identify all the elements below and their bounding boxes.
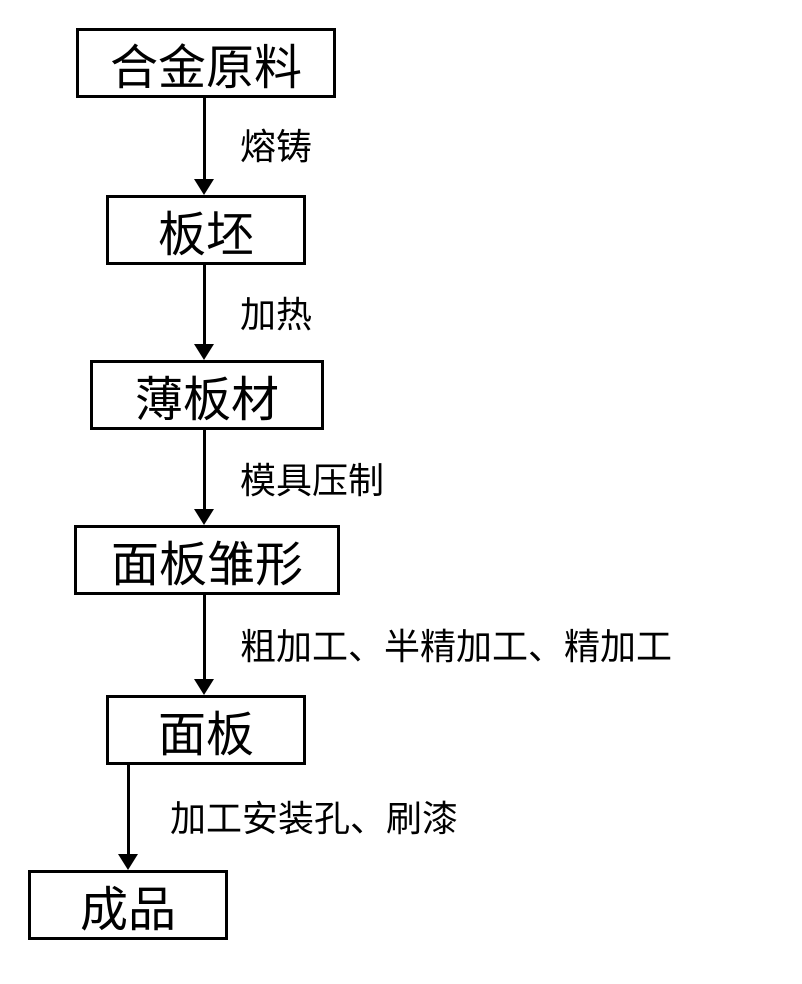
- flowchart-node-label: 成品: [80, 870, 176, 940]
- flowchart-node-n6: 成品: [28, 870, 228, 940]
- flowchart-edge-label: 加工安装孔、刷漆: [170, 790, 458, 842]
- flowchart-edge-arrowhead: [118, 854, 138, 870]
- flowchart-canvas: 合金原料板坯薄板材面板雏形面板成品 熔铸加热模具压制粗加工、半精加工、精加工加工安…: [0, 0, 802, 984]
- flowchart-edge-shaft: [203, 265, 206, 344]
- flowchart-node-label: 薄板材: [135, 360, 279, 430]
- flowchart-node-n1: 合金原料: [76, 28, 336, 98]
- flowchart-node-n4: 面板雏形: [74, 525, 340, 595]
- flowchart-node-n3: 薄板材: [90, 360, 324, 430]
- flowchart-edge-arrowhead: [194, 509, 214, 525]
- flowchart-edge-shaft: [127, 765, 130, 854]
- flowchart-node-n5: 面板: [106, 695, 306, 765]
- flowchart-edge-arrowhead: [194, 179, 214, 195]
- flowchart-edge-label: 熔铸: [240, 118, 312, 170]
- flowchart-node-n2: 板坯: [106, 195, 306, 265]
- flowchart-edge-shaft: [203, 430, 206, 509]
- flowchart-edge-shaft: [203, 595, 206, 679]
- flowchart-node-label: 板坯: [158, 195, 254, 265]
- flowchart-edge-arrowhead: [194, 344, 214, 360]
- flowchart-edge-label: 粗加工、半精加工、精加工: [240, 618, 672, 670]
- flowchart-node-label: 面板: [158, 695, 254, 765]
- flowchart-edge-label: 加热: [240, 286, 312, 338]
- flowchart-edge-label: 模具压制: [240, 452, 384, 504]
- flowchart-edge-arrowhead: [194, 679, 214, 695]
- flowchart-node-label: 面板雏形: [111, 525, 303, 595]
- flowchart-edge-shaft: [203, 98, 206, 179]
- flowchart-node-label: 合金原料: [110, 28, 302, 98]
